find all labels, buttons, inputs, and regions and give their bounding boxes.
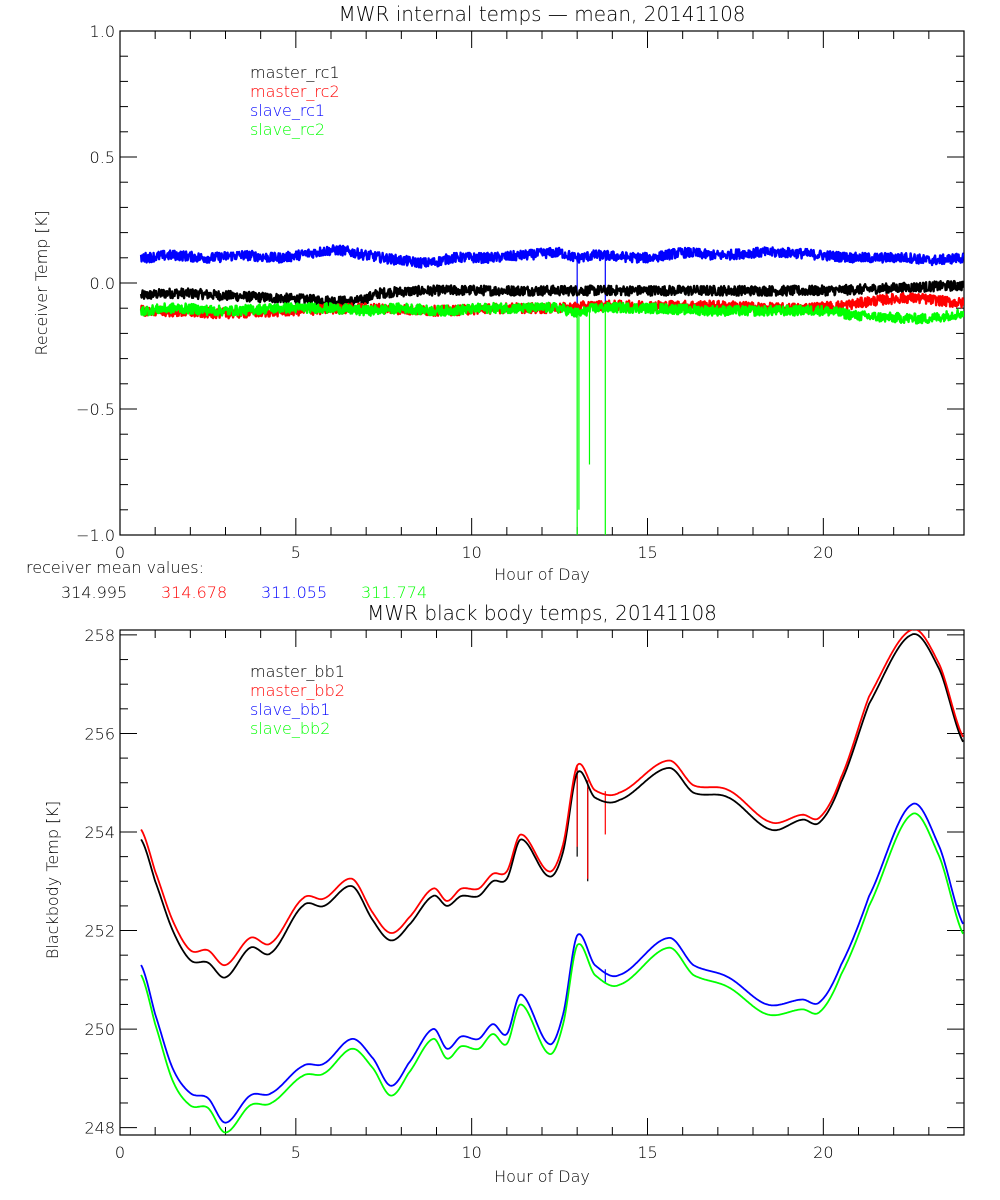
y-tick-label: 1.0 — [90, 22, 115, 41]
y-tick-label: −1.0 — [76, 526, 115, 545]
series-line-slave_rc1 — [139, 244, 964, 269]
x-tick-label: 10 — [461, 543, 481, 562]
series-line-slave_rc2 — [139, 301, 964, 325]
receiver-mean-value: 314.678 — [161, 583, 227, 602]
plot-frame — [119, 30, 965, 536]
y-axis-label: Blackbody Temp [K] — [43, 801, 62, 959]
series-line-slave_bb2 — [140, 812, 964, 1134]
series-line-master_bb2 — [140, 630, 964, 967]
y-tick-label: 0.5 — [90, 148, 115, 167]
receiver-mean-value: 311.055 — [261, 583, 327, 602]
legend-entry: master_rc2 — [250, 82, 340, 101]
legend-entry: master_rc1 — [250, 63, 340, 82]
legend: master_bb1 master_bb2 slave_bb1 slave_bb… — [250, 662, 345, 738]
x-tick-label: 0 — [115, 543, 125, 562]
x-tick-label: 5 — [291, 1143, 301, 1162]
legend-entry: master_bb2 — [250, 681, 345, 700]
legend-entry: master_bb1 — [250, 662, 345, 681]
x-tick-label: 5 — [291, 543, 301, 562]
y-tick-label: 0.0 — [90, 274, 115, 293]
y-tick-label: 248 — [84, 1119, 115, 1138]
legend-entry: slave_rc2 — [250, 120, 325, 139]
y-tick-label: 252 — [84, 922, 115, 941]
blackbody-temp-chart: MWR black body temps, 20141108 Blackbody… — [43, 601, 965, 1186]
y-tick-label: 254 — [84, 823, 115, 842]
x-tick-label: 15 — [637, 543, 657, 562]
y-axis-label: Receiver Temp [K] — [32, 210, 51, 355]
receiver-mean-label: receiver mean values: — [26, 558, 204, 577]
x-tick-label: 15 — [637, 1143, 657, 1162]
legend-entry: slave_bb2 — [250, 719, 330, 738]
series-line-master_bb1 — [140, 633, 964, 979]
legend-entry: slave_rc1 — [250, 101, 325, 120]
receiver-mean-value: 311.774 — [361, 583, 427, 602]
chart-title: MWR black body temps, 20141108 — [367, 601, 717, 625]
receiver-mean-values: receiver mean values: 314.995 314.678 31… — [26, 558, 427, 602]
x-tick-label: 20 — [813, 1143, 833, 1162]
y-tick-label: −0.5 — [76, 400, 115, 419]
legend-entry: slave_bb1 — [250, 700, 330, 719]
x-tick-label: 20 — [813, 543, 833, 562]
series-line-master_rc1 — [139, 279, 964, 308]
chart-title: MWR internal temps — mean, 20141108 — [338, 2, 745, 26]
receiver-temp-chart: MWR internal temps — mean, 20141108 Rece… — [32, 2, 965, 584]
series-line-slave_bb1 — [140, 802, 964, 1124]
x-tick-label: 10 — [461, 1143, 481, 1162]
y-tick-label: 250 — [84, 1020, 115, 1039]
receiver-mean-value: 314.995 — [61, 583, 127, 602]
x-axis-label: Hour of Day — [494, 1167, 590, 1186]
x-axis-label: Hour of Day — [494, 565, 590, 584]
legend: master_rc1 master_rc2 slave_rc1 slave_rc… — [250, 63, 340, 139]
y-tick-label: 258 — [84, 626, 115, 645]
plot-frame — [119, 629, 965, 1136]
y-tick-label: 256 — [84, 724, 115, 743]
x-tick-label: 0 — [115, 1143, 125, 1162]
